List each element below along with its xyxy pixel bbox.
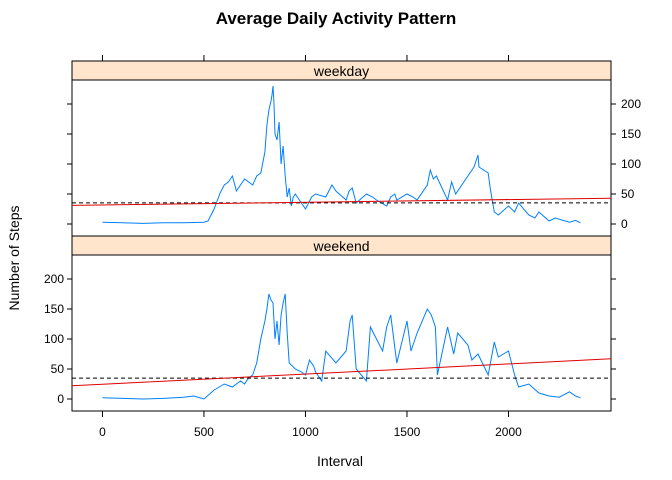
x-tick-label: 0 — [99, 425, 106, 439]
y-tick-label: 200 — [621, 97, 641, 111]
panel-weekend: weekend 0 50 100 150 200 — [44, 235, 616, 412]
y-tick-label: 100 — [44, 332, 64, 346]
regression-line — [72, 197, 611, 206]
x-axis-bottom: 0 500 1000 1500 2000 — [99, 411, 522, 439]
panel-frame — [71, 79, 612, 237]
x-tick-label: 1000 — [292, 425, 319, 439]
series-line — [102, 293, 581, 400]
panel-frame — [71, 254, 612, 412]
y-tick-label: 50 — [51, 362, 65, 376]
plot-area — [72, 293, 611, 400]
y-tick-label: 200 — [44, 272, 64, 286]
y-tick-label: 50 — [621, 187, 635, 201]
panel-weekday: weekday 0 50 100 150 200 — [67, 60, 641, 237]
x-tick-label: 2000 — [495, 425, 522, 439]
x-tick-label: 500 — [194, 425, 214, 439]
strip-label: weekday — [313, 63, 369, 79]
chart-title: Average Daily Activity Pattern — [216, 9, 457, 28]
y-tick-label: 0 — [57, 392, 64, 406]
y-tick-label: 150 — [44, 302, 64, 316]
y-tick-label: 150 — [621, 127, 641, 141]
x-tick-label: 1500 — [394, 425, 421, 439]
regression-line — [72, 358, 611, 387]
y-axis-label: Number of Steps — [6, 205, 22, 310]
x-axis-top — [101, 55, 509, 61]
y-tick-label: 0 — [621, 217, 628, 231]
series-line — [102, 85, 581, 224]
strip-label: weekend — [312, 238, 369, 254]
panels-layer: weekday 0 50 100 150 200 weekend 0 50 100 150 200 — [44, 60, 641, 412]
y-tick-label: 100 — [621, 157, 641, 171]
x-axis-label: Interval — [317, 453, 363, 469]
plot-area — [72, 85, 611, 224]
